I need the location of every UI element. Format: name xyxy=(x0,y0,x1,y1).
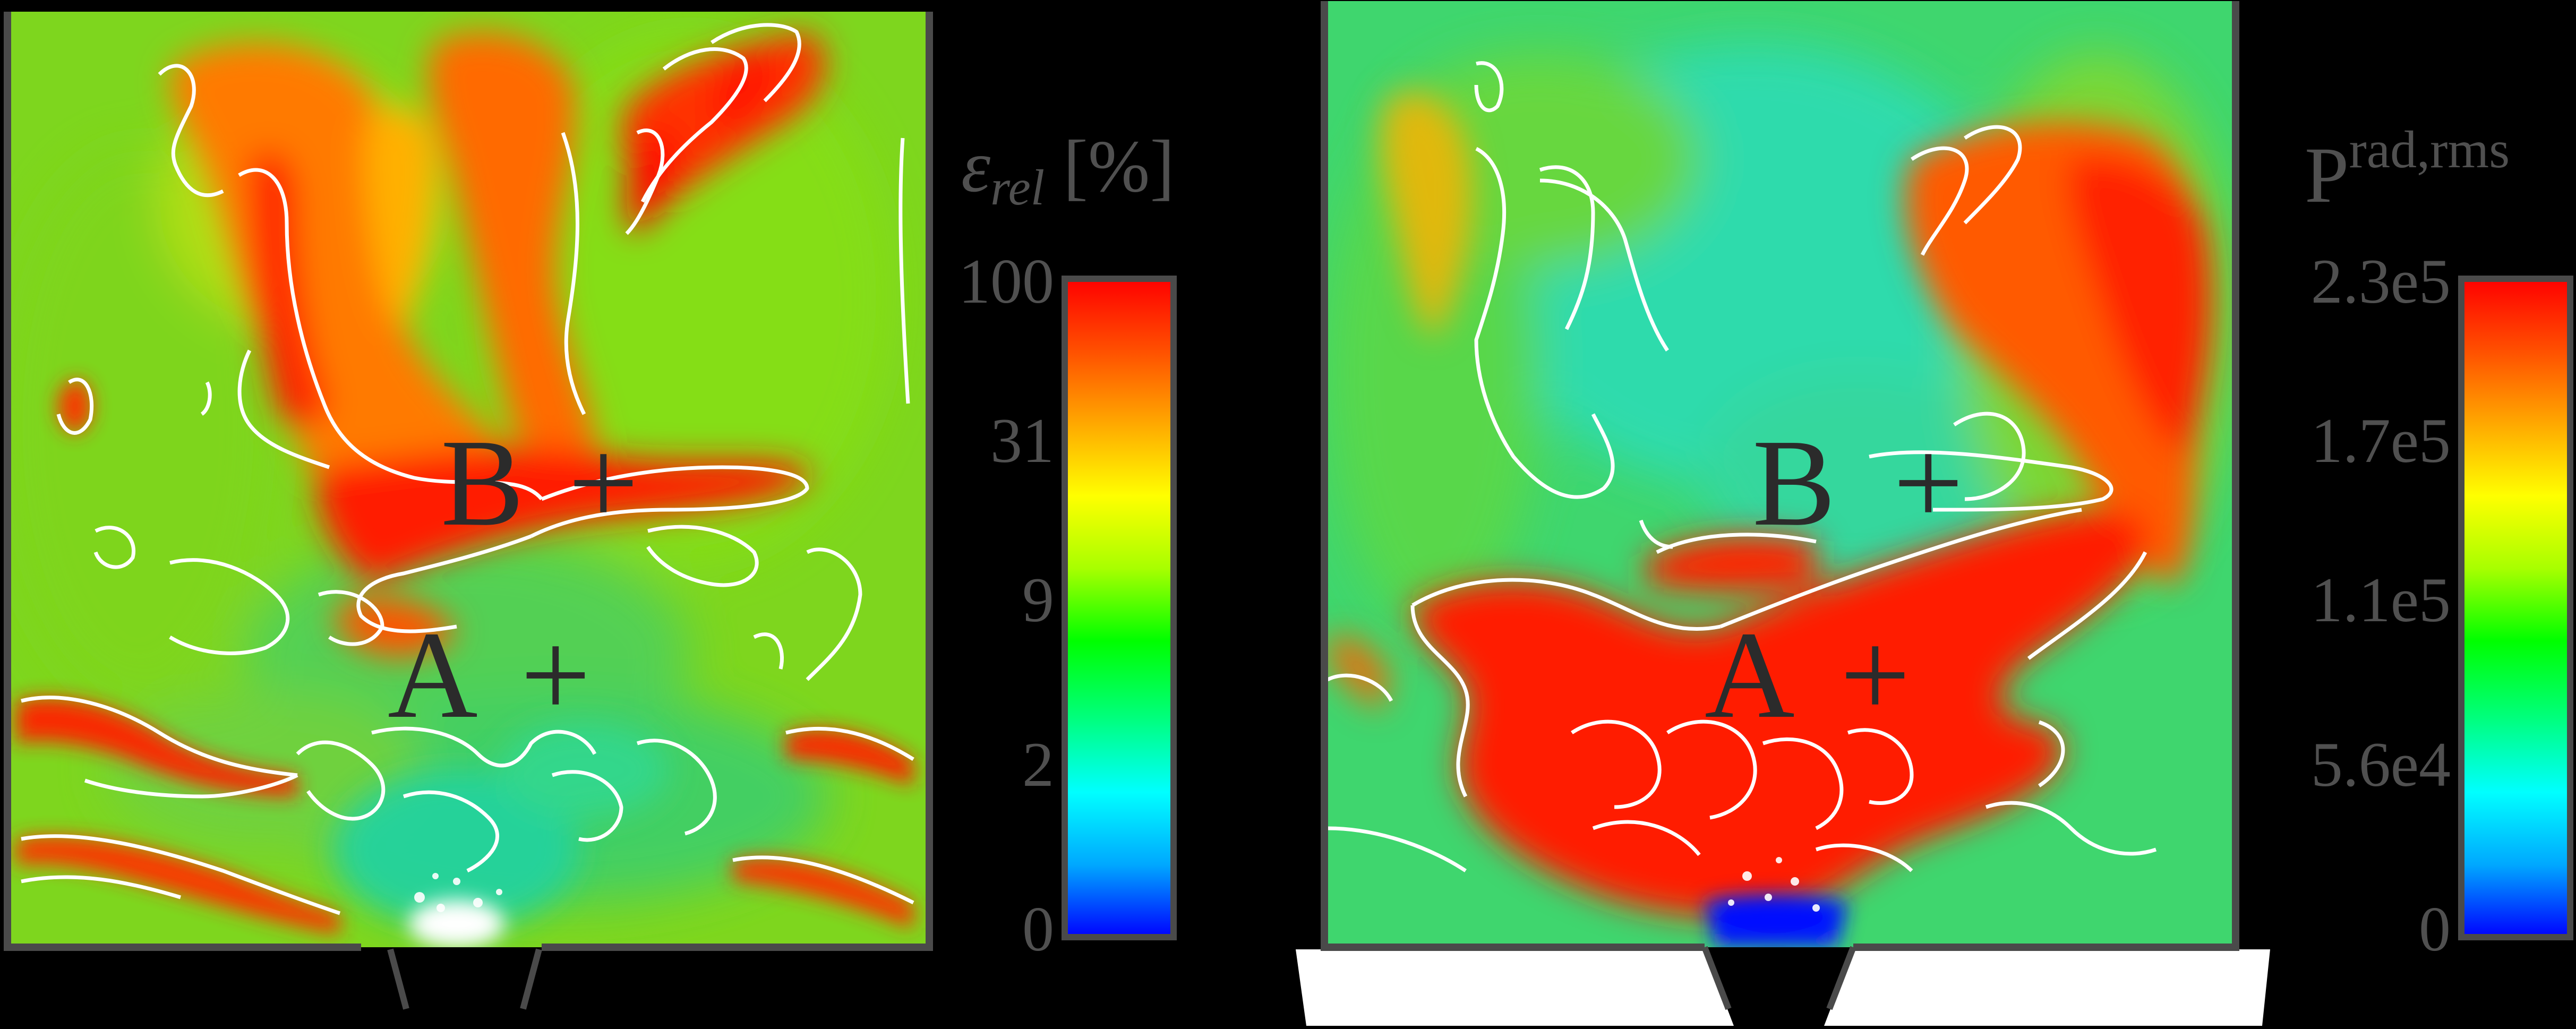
p-symbol: P xyxy=(2305,131,2349,219)
left-colorbar-gradient xyxy=(1065,279,1174,937)
left-tick-31: 31 xyxy=(990,405,1054,476)
right-point-a-label: A xyxy=(1705,606,1795,744)
left-point-b-label: B xyxy=(441,414,524,552)
epsilon-symbol: ε xyxy=(961,125,991,208)
right-tick-1-1e5: 1.1e5 xyxy=(2311,564,2451,635)
p-superscript: rad,rms xyxy=(2349,120,2510,179)
left-tick-100: 100 xyxy=(958,246,1054,316)
left-tick-9: 9 xyxy=(1022,564,1054,635)
left-point-a-label: A xyxy=(388,606,478,744)
right-point-b-marker: + xyxy=(1893,414,1964,552)
right-tick-0: 0 xyxy=(2419,894,2451,964)
left-colorbar: εrel [%] 100 31 9 2 0 xyxy=(958,125,1175,964)
right-tick-5-6e4: 5.6e4 xyxy=(2311,729,2451,800)
left-colorbar-title: εrel [%] xyxy=(961,125,1175,216)
right-tick-2-3e5: 2.3e5 xyxy=(2311,246,2451,316)
right-point-a-marker: + xyxy=(1840,606,1911,744)
right-colorbar-title: Prad,rms xyxy=(2305,120,2510,219)
left-tick-0: 0 xyxy=(1022,894,1054,964)
right-colorbar-gradient xyxy=(2461,279,2570,937)
right-point-b-label: B xyxy=(1752,414,1836,552)
percent-unit: [%] xyxy=(1045,125,1175,208)
right-colorbar: Prad,rms 2.3e5 1.7e5 1.1e5 5.6e4 0 xyxy=(2305,120,2570,964)
left-point-a-marker: + xyxy=(520,606,591,744)
left-tick-2: 2 xyxy=(1022,729,1054,800)
left-point-b-marker: + xyxy=(568,414,639,552)
epsilon-subscript: rel xyxy=(990,159,1045,216)
right-tick-1-7e5: 1.7e5 xyxy=(2311,405,2451,476)
